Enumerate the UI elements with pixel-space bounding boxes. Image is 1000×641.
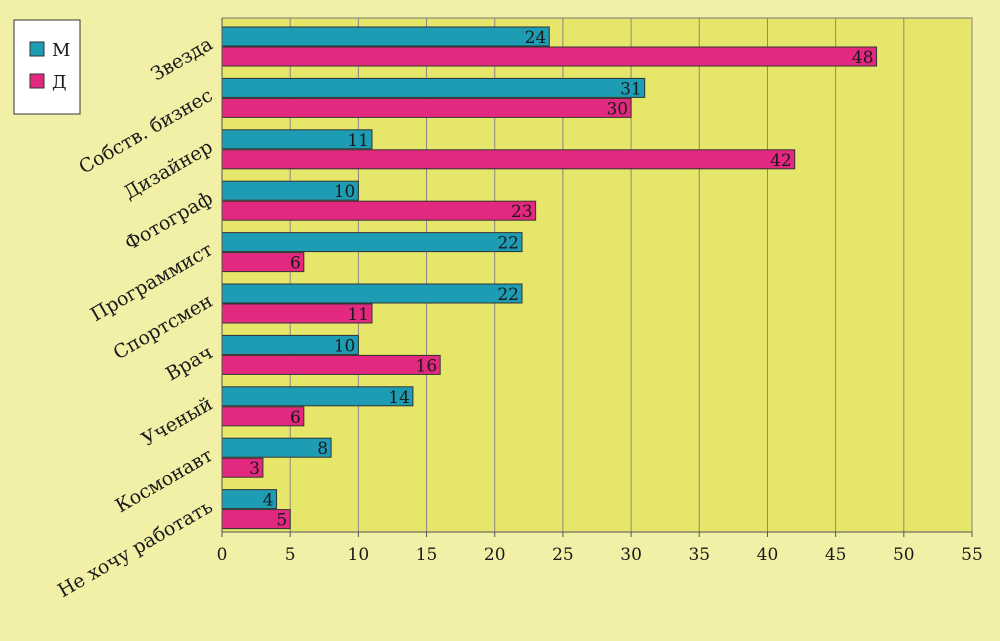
bar-d-1 <box>221 97 632 118</box>
legend-label-d: Д <box>52 72 67 93</box>
x-tick-label-30: 30 <box>620 545 642 565</box>
bar-m-8 <box>221 437 332 458</box>
data-label-d-9: 5 <box>276 511 287 531</box>
data-label-d-2: 42 <box>770 151 792 171</box>
x-tick-label-35: 35 <box>688 545 710 565</box>
bar-m-4 <box>221 232 523 253</box>
bar-m-1 <box>221 77 646 98</box>
bar-m-7 <box>221 386 414 407</box>
data-label-m-9: 4 <box>263 491 274 511</box>
x-tick-label-5: 5 <box>285 545 296 565</box>
bar-m-5 <box>221 283 523 304</box>
bar-m-0 <box>221 26 550 47</box>
x-tick-label-0: 0 <box>217 545 228 565</box>
data-label-d-8: 3 <box>249 459 260 479</box>
x-tick-label-40: 40 <box>757 545 779 565</box>
x-tick-label-55: 55 <box>961 545 983 565</box>
category-label-0: Звезда <box>147 33 216 86</box>
data-label-m-6: 10 <box>334 336 356 356</box>
data-label-m-2: 11 <box>347 131 369 151</box>
data-label-d-1: 30 <box>606 99 628 119</box>
x-tick-label-45: 45 <box>825 545 847 565</box>
bar-d-6 <box>221 354 441 375</box>
data-label-m-8: 8 <box>317 439 328 459</box>
data-label-m-3: 10 <box>334 182 356 202</box>
data-label-d-0: 48 <box>852 48 874 68</box>
category-label-6: Врач <box>162 341 216 385</box>
data-label-m-5: 22 <box>497 285 519 305</box>
data-label-d-4: 6 <box>290 254 301 274</box>
x-tick-label-50: 50 <box>893 545 915 565</box>
x-tick-label-10: 10 <box>348 545 370 565</box>
data-label-d-7: 6 <box>290 408 301 428</box>
x-tick-label-15: 15 <box>416 545 438 565</box>
legend-label-m: М <box>52 40 70 61</box>
data-label-m-1: 31 <box>620 79 642 99</box>
legend-box <box>13 19 81 115</box>
bar-d-0 <box>221 46 878 67</box>
category-label-7: Ученый <box>138 393 217 451</box>
bar-d-2 <box>221 149 796 170</box>
data-label-m-0: 24 <box>525 28 547 48</box>
data-label-m-4: 22 <box>497 234 519 254</box>
legend-swatch-d <box>29 73 45 89</box>
data-label-d-5: 11 <box>347 305 369 325</box>
data-label-d-6: 16 <box>416 356 438 376</box>
category-label-9: Не хочу работать <box>54 496 216 602</box>
legend-swatch-m <box>29 41 45 57</box>
x-tick-label-20: 20 <box>484 545 506 565</box>
bar-d-3 <box>221 200 537 221</box>
data-label-m-7: 14 <box>388 388 410 408</box>
data-label-d-3: 23 <box>511 202 533 222</box>
x-tick-label-25: 25 <box>552 545 574 565</box>
